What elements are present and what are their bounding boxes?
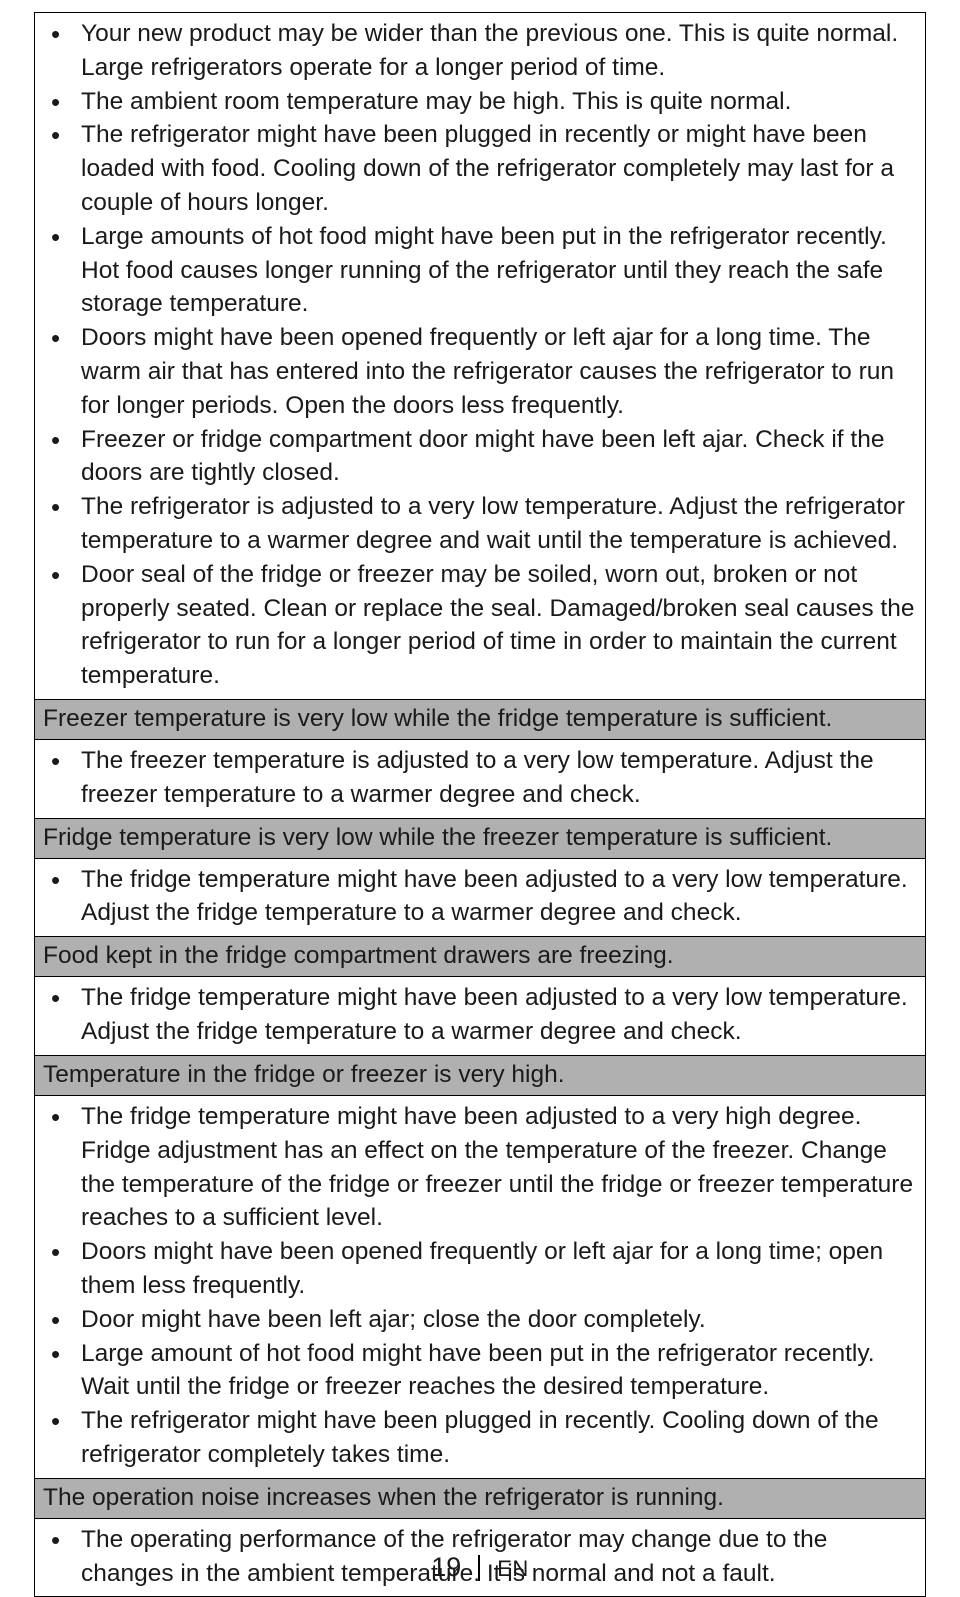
section-header: Temperature in the fridge or freezer is … bbox=[35, 1055, 925, 1096]
list-item: The refrigerator might have been plugged… bbox=[45, 1404, 915, 1472]
list-item: Freezer or fridge compartment door might… bbox=[45, 423, 915, 491]
manual-page: Your new product may be wider than the p… bbox=[0, 0, 960, 1597]
list-item: Your new product may be wider than the p… bbox=[45, 17, 915, 85]
list-item: The fridge temperature might have been a… bbox=[45, 981, 915, 1049]
bullet-list: The fridge temperature might have been a… bbox=[45, 863, 915, 931]
section-header: Fridge temperature is very low while the… bbox=[35, 818, 925, 859]
language-code: EN bbox=[497, 1556, 529, 1581]
section-body: The fridge temperature might have been a… bbox=[35, 977, 925, 1055]
section-header: The operation noise increases when the r… bbox=[35, 1478, 925, 1519]
intro-section-body: Your new product may be wider than the p… bbox=[35, 13, 925, 699]
intro-bullet-list: Your new product may be wider than the p… bbox=[45, 17, 915, 693]
footer-divider bbox=[478, 1555, 480, 1581]
section-body: The fridge temperature might have been a… bbox=[35, 1096, 925, 1478]
list-item: The refrigerator is adjusted to a very l… bbox=[45, 490, 915, 558]
list-item: The fridge temperature might have been a… bbox=[45, 863, 915, 931]
list-item: Door might have been left ajar; close th… bbox=[45, 1303, 915, 1337]
section-header: Freezer temperature is very low while th… bbox=[35, 699, 925, 740]
bullet-list: The fridge temperature might have been a… bbox=[45, 1100, 915, 1472]
list-item: Doors might have been opened frequently … bbox=[45, 1235, 915, 1303]
section-body: The fridge temperature might have been a… bbox=[35, 859, 925, 937]
list-item: The freezer temperature is adjusted to a… bbox=[45, 744, 915, 812]
list-item: The ambient room temperature may be high… bbox=[45, 85, 915, 119]
list-item: Large amounts of hot food might have bee… bbox=[45, 220, 915, 321]
troubleshooting-table: Your new product may be wider than the p… bbox=[34, 12, 926, 1597]
section-header: Food kept in the fridge compartment draw… bbox=[35, 936, 925, 977]
list-item: Doors might have been opened frequently … bbox=[45, 321, 915, 422]
page-number: 19 bbox=[431, 1552, 461, 1582]
bullet-list: The fridge temperature might have been a… bbox=[45, 981, 915, 1049]
page-footer: 19 EN bbox=[0, 1552, 960, 1583]
bullet-list: The freezer temperature is adjusted to a… bbox=[45, 744, 915, 812]
list-item: Large amount of hot food might have been… bbox=[45, 1337, 915, 1405]
list-item: The refrigerator might have been plugged… bbox=[45, 118, 915, 219]
list-item: Door seal of the fridge or freezer may b… bbox=[45, 558, 915, 693]
list-item: The fridge temperature might have been a… bbox=[45, 1100, 915, 1235]
section-body: The freezer temperature is adjusted to a… bbox=[35, 740, 925, 818]
